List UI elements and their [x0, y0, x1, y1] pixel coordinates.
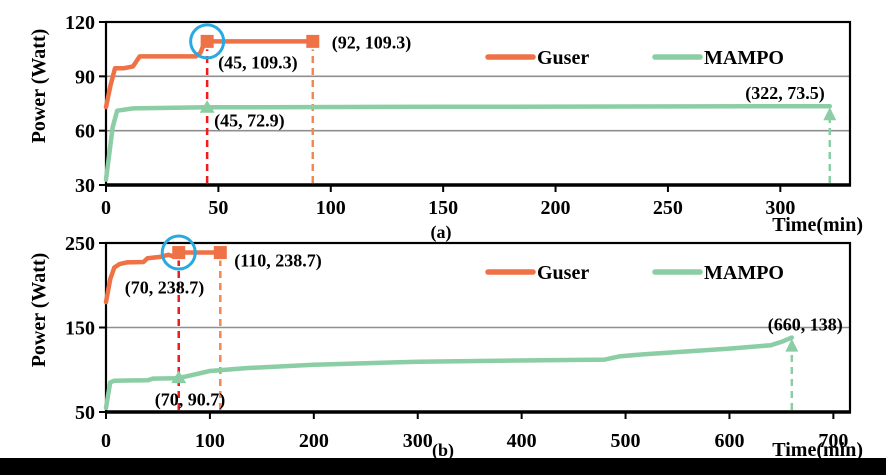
y-tick-label-a-60: 60 — [75, 121, 95, 143]
x-tick-label-b-600: 600 — [714, 430, 744, 452]
guser-series-line-a — [103, 39, 316, 110]
x-tick-label-b-500: 500 — [611, 430, 641, 452]
x-tick-label-b-300: 300 — [403, 430, 433, 452]
guser-square-marker-a-92 — [306, 34, 320, 48]
x-tick-label-b-400: 400 — [507, 430, 537, 452]
x-tick-label-a-0: 0 — [101, 197, 111, 219]
arrow-up-icon-a-322 — [823, 107, 837, 121]
chart-b: 0 100 200 300 400 500 600 700 50 150 250 (70, 238.7… — [28, 233, 863, 461]
x-tick-label-a-250: 250 — [653, 197, 683, 219]
x-tick-label-a-150: 150 — [428, 197, 458, 219]
chart-a: 0 50 100 150 200 250 300 30 60 90 120 (45, 109.3) (9… — [28, 12, 863, 243]
legend-label-mampo-b: MAMPO — [704, 262, 784, 284]
x-tick-label-b-200: 200 — [299, 430, 329, 452]
x-axis-title-a: Time(min) — [772, 214, 863, 236]
guser-square-marker-b-70 — [172, 246, 186, 260]
callout-a-2: (322, 73.5) — [745, 83, 825, 104]
x-tick-label-b-700: 700 — [818, 430, 848, 452]
subplot-caption-a: (a) — [431, 222, 452, 243]
mampo-series-line-a — [103, 103, 833, 182]
mampo-triangle-marker-b-70 — [171, 370, 187, 384]
y-tick-label-a-120: 120 — [65, 12, 95, 34]
callout-b-2: (660, 138) — [768, 315, 843, 336]
y-tick-label-a-90: 90 — [75, 66, 95, 88]
callout-b-1: (70, 90.7) — [155, 390, 226, 411]
x-tick-label-a-300: 300 — [765, 197, 795, 219]
x-tick-label-a-200: 200 — [541, 197, 571, 219]
y-tick-label-a-30: 30 — [75, 175, 95, 197]
highlight-label-a: (45, 109.3) — [218, 52, 298, 73]
guser-square-marker-a-45 — [200, 34, 214, 48]
guser-square-marker-b-110 — [213, 246, 227, 260]
highlight-circle-b — [160, 234, 197, 271]
x-tick-label-a-100: 100 — [316, 197, 346, 219]
mampo-triangle-marker-a-45 — [199, 100, 215, 113]
x-tick-label-b-0: 0 — [101, 430, 111, 452]
legend-label-guser-b: Guser — [537, 262, 589, 284]
x-tick-label-b-100: 100 — [195, 430, 225, 452]
y-tick-label-b-150: 150 — [65, 318, 95, 340]
highlight-label-b: (70, 238.7) — [125, 278, 205, 299]
callout-b-0: (110, 238.7) — [234, 251, 322, 272]
x-axis-title-b: Time(min) — [772, 439, 863, 461]
y-axis-title-b: Power (Watt) — [28, 253, 50, 368]
callout-a-0: (92, 109.3) — [332, 32, 412, 53]
callout-a-1: (45, 72.9) — [214, 110, 285, 131]
x-tick-label-a-50: 50 — [208, 197, 228, 219]
bottom-black-bar — [0, 458, 886, 475]
mampo-series-line-b — [103, 335, 795, 411]
arrow-up-icon-b-660 — [785, 338, 799, 352]
legend-label-mampo-a: MAMPO — [704, 47, 784, 69]
y-tick-label-b-250: 250 — [65, 233, 95, 255]
highlight-circle-a — [189, 23, 226, 60]
subplot-caption-b: (b) — [432, 440, 454, 461]
legend-label-guser-a: Guser — [537, 47, 589, 69]
y-axis-title-a: Power (Watt) — [28, 29, 50, 144]
y-tick-label-b-50: 50 — [75, 402, 95, 424]
